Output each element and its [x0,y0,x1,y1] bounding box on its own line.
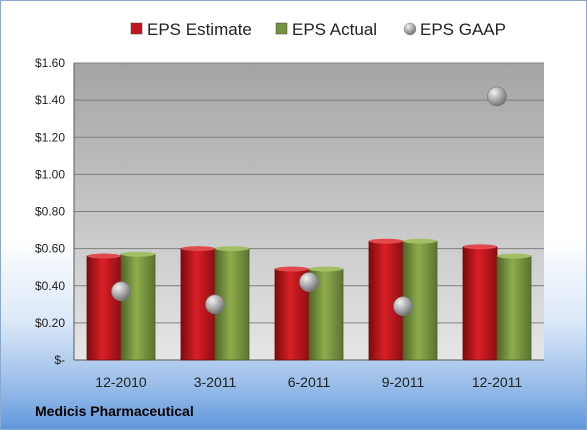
y-tick-label: $1.40 [35,93,65,107]
legend-swatch [275,22,288,35]
bar-eps-actual-cap [215,246,249,252]
x-category-label: 12-2011 [472,374,523,390]
y-tick-label: $0.80 [35,205,65,219]
y-tick-label: $0.40 [35,279,65,293]
legend-label: EPS GAAP [420,20,506,39]
y-tick-label: $0.20 [35,316,65,330]
bar-eps-estimate-cap [369,238,403,244]
legend-item: EPS GAAP [403,20,506,39]
legend-swatch [403,22,417,36]
bar-eps-actual [120,253,156,361]
x-category-label: 6-2011 [288,374,331,390]
y-tick-label: $- [54,353,65,367]
legend-label: EPS Estimate [147,20,252,39]
x-category-label: 12-2010 [95,374,147,390]
gaap-markers [111,86,507,316]
bar-eps-estimate-cap [463,244,497,250]
y-tick-label: $1.20 [35,130,65,144]
marker-eps-gaap [487,86,507,107]
bar-eps-estimate-cap [87,253,121,259]
bar-eps-estimate [86,255,122,361]
bar-eps-actual-cap [121,251,155,257]
y-tick-label: $1.60 [35,56,65,70]
bar-eps-actual [496,255,532,361]
bar-eps-estimate [462,246,498,361]
bar-eps-estimate-cap [181,246,215,252]
bar-eps-actual-cap [309,266,343,272]
bar-eps-actual-cap [403,238,437,244]
legend-item: EPS Actual [275,20,377,39]
y-tick-label: $1.00 [35,167,65,181]
legend-swatch [130,22,143,35]
x-category-label: 3-2011 [194,374,237,390]
legend-label: EPS Actual [292,20,377,39]
x-category-label: 9-2011 [382,374,425,390]
bar-eps-estimate [274,268,310,361]
bar-eps-estimate-cap [275,266,309,272]
company-name: Medicis Pharmaceutical [35,403,194,419]
legend: EPS Estimate EPS Actual EPS GAAP [130,20,506,39]
legend-item: EPS Estimate [130,20,252,39]
marker-eps-gaap [205,294,225,315]
bar-eps-actual-cap [497,253,531,259]
y-tick-label: $0.60 [35,242,65,256]
marker-eps-gaap [111,281,131,302]
marker-eps-gaap [299,272,319,292]
marker-eps-gaap [393,296,413,316]
axes: $- $0.20 $0.40 $0.60 $0.80 $1.00 $1.20 $1.40 $1.… [35,56,544,390]
